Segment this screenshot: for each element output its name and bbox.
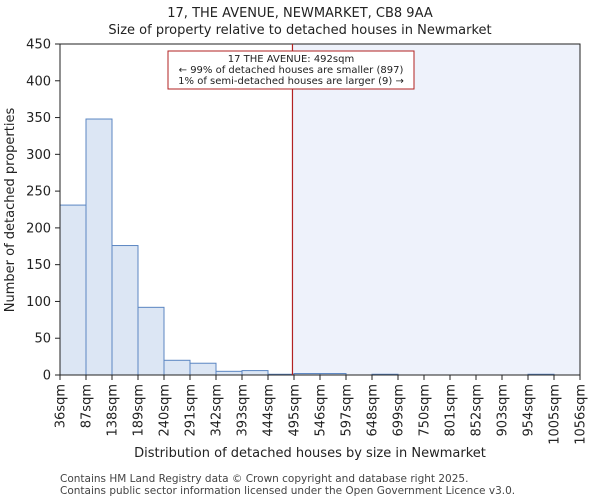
x-tick-label: 699sqm	[392, 384, 407, 437]
y-tick-label: 300	[26, 148, 51, 163]
annotation-line-3: 1% of semi-detached houses are larger (9…	[178, 76, 404, 87]
x-tick-label: 342sqm	[210, 384, 225, 437]
y-tick-label: 450	[26, 38, 51, 53]
x-tick-label: 1005sqm	[548, 384, 563, 445]
x-tick-label: 648sqm	[366, 384, 381, 437]
y-tick-label: 350	[26, 111, 51, 126]
bar	[215, 370, 243, 376]
y-tick-label: 400	[26, 74, 51, 89]
bar	[189, 362, 217, 376]
bar	[59, 204, 87, 376]
annotation-box	[167, 50, 415, 90]
annotation-line-2: ← 99% of detached houses are smaller (89…	[179, 65, 404, 76]
x-tick-label: 903sqm	[496, 384, 511, 437]
y-tick-label: 200	[26, 221, 51, 236]
chart-title: 17, THE AVENUE, NEWMARKET, CB8 9AA	[167, 6, 433, 21]
footer-line-1: Contains HM Land Registry data © Crown c…	[60, 473, 468, 485]
x-tick-label: 240sqm	[158, 384, 173, 437]
x-tick-label: 546sqm	[314, 384, 329, 437]
y-tick-label: 0	[43, 369, 51, 384]
footer-line-2: Contains public sector information licen…	[60, 485, 515, 497]
x-tick-label: 189sqm	[132, 384, 147, 437]
y-tick-label: 50	[34, 332, 51, 347]
bar	[137, 306, 165, 376]
x-tick-label: 87sqm	[80, 384, 95, 428]
x-tick-label: 138sqm	[106, 384, 121, 437]
x-tick-label: 393sqm	[236, 384, 251, 437]
x-tick-label: 801sqm	[444, 384, 459, 437]
annotation-line-1: 17 THE AVENUE: 492sqm	[228, 54, 354, 65]
x-tick-label: 852sqm	[470, 384, 485, 437]
x-tick-label: 291sqm	[184, 384, 199, 437]
y-axis-label: Number of detached properties	[3, 108, 18, 313]
y-tick-label: 100	[26, 295, 51, 310]
x-tick-label: 954sqm	[522, 384, 537, 437]
bar	[241, 370, 269, 376]
chart-subtitle: Size of property relative to detached ho…	[108, 23, 491, 38]
x-tick-label: 36sqm	[54, 384, 69, 428]
x-axis-label: Distribution of detached houses by size …	[134, 446, 486, 461]
bar	[163, 359, 191, 376]
x-tick-label: 597sqm	[340, 384, 355, 437]
y-tick-label: 250	[26, 185, 51, 200]
y-tick-label: 150	[26, 258, 51, 273]
x-tick-label: 444sqm	[262, 384, 277, 437]
x-tick-label: 750sqm	[418, 384, 433, 437]
x-tick-label: 495sqm	[288, 384, 303, 437]
highlight-region	[292, 44, 580, 375]
bar	[111, 245, 139, 376]
x-tick-label: 1056sqm	[574, 384, 589, 445]
bar	[85, 118, 113, 376]
